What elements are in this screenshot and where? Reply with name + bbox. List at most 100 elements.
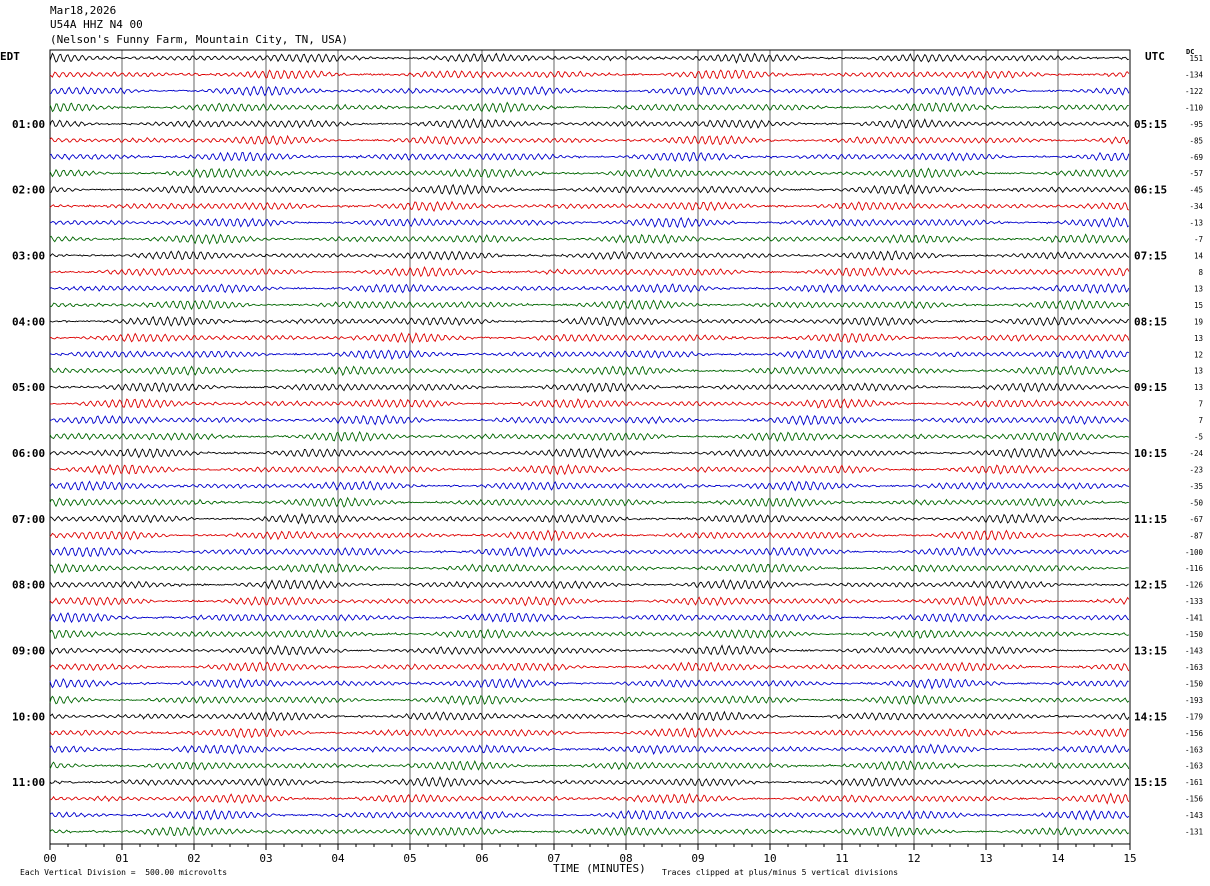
dc-offset-label: -161 (1185, 778, 1203, 787)
x-tick-label: 15 (1123, 852, 1136, 865)
dc-offset-label: -134 (1185, 70, 1204, 79)
dc-offset-label: 7 (1198, 400, 1203, 409)
trace-row-34 (49, 595, 1130, 607)
trace-row-18 (49, 332, 1130, 344)
dc-offset-label: -131 (1185, 828, 1203, 837)
x-tick-label: 04 (331, 852, 345, 865)
trace-row-26 (49, 463, 1130, 476)
utc-hour-label: 09:15 (1134, 381, 1167, 394)
edt-hour-label: 04:00 (12, 315, 45, 328)
dc-offset-label: -87 (1189, 531, 1203, 540)
trace-row-42 (49, 727, 1130, 739)
trace-row-11 (49, 216, 1130, 229)
dc-offset-label: -122 (1185, 87, 1203, 96)
trace-row-39 (49, 677, 1129, 690)
dc-offset-label: -141 (1185, 614, 1203, 623)
dc-offset-label: 12 (1194, 350, 1203, 359)
dc-offset-label: -67 (1189, 515, 1203, 524)
edt-hour-label: 02:00 (12, 184, 45, 197)
plot-date: Mar18,2026 (50, 4, 117, 17)
trace-row-30 (49, 529, 1129, 542)
dc-offset-label: -34 (1189, 202, 1203, 211)
trace-row-7 (49, 151, 1130, 162)
utc-hour-label: 06:15 (1134, 184, 1167, 197)
station-location: (Nelson's Funny Farm, Mountain City, TN,… (50, 33, 349, 46)
dc-offset-label: 15 (1194, 301, 1203, 310)
dc-offset-label: 7 (1198, 416, 1203, 425)
dc-offset-label: 13 (1194, 367, 1203, 376)
edt-hour-label: 05:00 (12, 381, 45, 394)
dc-offset-label: -69 (1189, 153, 1203, 162)
x-axis-title: TIME (MINUTES) (553, 862, 646, 875)
dc-offset-label: -179 (1185, 712, 1203, 721)
dc-offset-label: 19 (1194, 317, 1203, 326)
dc-offset-label: -85 (1189, 136, 1203, 145)
trace-row-16 (49, 299, 1130, 311)
dc-offset-label: -13 (1189, 219, 1203, 228)
dc-offset-label: -95 (1189, 120, 1203, 129)
utc-hour-label: 11:15 (1134, 513, 1167, 526)
trace-row-45 (49, 776, 1130, 788)
dc-offset-label: -23 (1189, 465, 1203, 474)
dc-offset-label: -133 (1185, 597, 1203, 606)
trace-row-27 (49, 480, 1130, 492)
dc-offset-label: -143 (1185, 811, 1203, 820)
dc-offset-label: -163 (1185, 762, 1203, 771)
trace-row-14 (49, 266, 1130, 278)
edt-hour-label: 03:00 (12, 250, 45, 263)
x-tick-label: 09 (691, 852, 704, 865)
trace-row-10 (49, 200, 1130, 212)
x-tick-label: 12 (907, 852, 920, 865)
trace-row-48 (49, 825, 1130, 838)
trace-row-37 (49, 644, 1130, 656)
dc-offset-label: 8 (1198, 268, 1203, 277)
trace-row-2 (49, 69, 1130, 80)
trace-row-33 (49, 579, 1129, 591)
x-tick-label: 02 (187, 852, 200, 865)
dc-offset-label: -156 (1185, 729, 1204, 738)
trace-row-13 (49, 250, 1130, 261)
x-tick-label: 13 (979, 852, 992, 865)
x-tick-label: 08 (619, 852, 632, 865)
edt-hour-label: 10:00 (12, 710, 45, 723)
trace-row-5 (49, 117, 1130, 129)
trace-row-3 (49, 85, 1130, 97)
x-tick-label: 07 (547, 852, 560, 865)
trace-row-43 (49, 743, 1130, 755)
x-tick-label: 03 (259, 852, 272, 865)
utc-hour-label: 13:15 (1134, 645, 1167, 658)
dc-offset-label: -150 (1185, 630, 1204, 639)
clip-note: Traces clipped at plus/minus 5 vertical … (662, 868, 899, 877)
utc-hour-label: 10:15 (1134, 447, 1167, 460)
trace-row-46 (49, 792, 1130, 805)
edt-hour-label: 06:00 (12, 447, 45, 460)
trace-row-19 (49, 349, 1130, 360)
utc-hour-label: 12:15 (1134, 579, 1167, 592)
x-tick-label: 00 (43, 852, 56, 865)
dc-label: DC (1186, 48, 1195, 56)
trace-row-41 (49, 710, 1130, 722)
utc-hour-label: 15:15 (1134, 776, 1167, 789)
trace-row-28 (49, 496, 1129, 508)
trace-row-40 (49, 694, 1130, 706)
x-tick-label: 11 (835, 852, 848, 865)
dc-offset-label: -116 (1185, 564, 1204, 573)
trace-row-12 (49, 233, 1130, 245)
scale-note: Each Vertical Division = 500.00 microvol… (20, 868, 228, 877)
dc-offset-label: -35 (1189, 482, 1203, 491)
dc-offset-label: 13 (1194, 284, 1203, 293)
edt-hour-label: 01:00 (12, 118, 45, 131)
dc-offset-label: 13 (1194, 383, 1203, 392)
dc-offset-label: -126 (1185, 581, 1204, 590)
trace-row-20 (49, 364, 1130, 377)
dc-offset-label: -110 (1185, 103, 1204, 112)
trace-row-22 (50, 398, 1129, 409)
edt-hour-label: 08:00 (12, 579, 45, 592)
trace-row-23 (49, 414, 1130, 426)
dc-offset-label: -163 (1185, 663, 1203, 672)
trace-row-6 (49, 134, 1130, 146)
trace-row-17 (49, 315, 1130, 327)
dc-offset-label: -7 (1194, 235, 1203, 244)
trace-row-38 (49, 661, 1130, 673)
